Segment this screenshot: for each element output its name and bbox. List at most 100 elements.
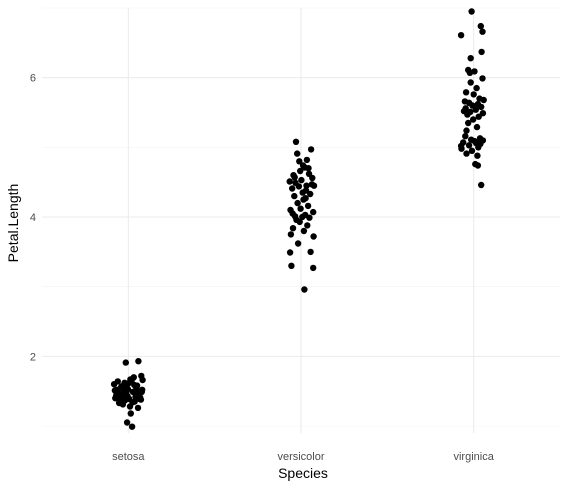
data-point [457, 32, 465, 39]
data-point [296, 158, 303, 165]
data-point [291, 213, 299, 220]
data-point [297, 205, 304, 212]
data-point [310, 264, 317, 272]
data-point [475, 113, 482, 120]
data-point [289, 225, 297, 232]
data-point [479, 110, 487, 117]
x-tick-label: versicolor [277, 451, 324, 463]
x-tick-label: setosa [112, 451, 145, 463]
data-point [131, 381, 138, 389]
data-point [286, 249, 294, 256]
data-point [118, 395, 125, 402]
data-point [134, 404, 142, 412]
data-point [292, 138, 300, 145]
data-point [138, 388, 145, 396]
data-point [472, 106, 479, 113]
data-point [299, 213, 306, 221]
data-point [474, 152, 481, 159]
data-point [462, 89, 470, 96]
data-point [288, 262, 295, 269]
data-point [307, 190, 314, 198]
data-point [291, 192, 298, 200]
data-point [463, 127, 470, 134]
data-point [303, 182, 310, 189]
data-point [467, 79, 474, 86]
data-point [468, 147, 476, 154]
x-axis-title: Species [278, 465, 328, 481]
data-point [301, 286, 308, 293]
data-point [124, 385, 132, 393]
data-point [115, 399, 123, 407]
data-point [127, 376, 134, 383]
data-point [308, 181, 316, 188]
data-point [123, 419, 131, 426]
data-point [135, 358, 142, 365]
data-point [291, 174, 298, 181]
data-point [286, 178, 293, 185]
data-point [128, 423, 136, 430]
data-point [479, 28, 486, 35]
data-point [480, 96, 487, 104]
data-point [467, 55, 474, 62]
data-point [474, 162, 482, 169]
data-point [305, 170, 313, 177]
y-tick-label: 2 [30, 351, 36, 363]
y-axis-title: Petal.Length [5, 184, 21, 263]
data-point [304, 222, 311, 229]
data-point [478, 103, 485, 111]
data-point [307, 146, 315, 153]
data-point [473, 123, 481, 131]
data-point [478, 48, 485, 56]
y-tick-label: 4 [30, 212, 36, 224]
data-point [298, 176, 305, 184]
data-point [289, 185, 296, 192]
data-point [303, 156, 311, 164]
data-point [300, 227, 308, 235]
data-point [475, 144, 482, 151]
data-point [287, 231, 295, 238]
data-point [294, 150, 301, 157]
data-point [477, 22, 484, 30]
data-point [299, 189, 306, 196]
data-point [310, 208, 317, 216]
data-point [296, 218, 303, 226]
data-point [294, 199, 301, 207]
x-axis-tick-labels: setosa versicolor virginica [112, 451, 495, 463]
data-point [122, 359, 129, 366]
data-point [114, 378, 122, 385]
data-point [136, 395, 143, 403]
data-point [297, 167, 304, 175]
data-point [458, 145, 465, 152]
data-point [310, 233, 317, 240]
data-points [110, 8, 487, 430]
data-point [462, 133, 469, 140]
data-point [460, 107, 468, 115]
data-point [478, 181, 485, 189]
data-point [129, 399, 136, 406]
data-point [466, 69, 474, 77]
data-point [470, 116, 477, 123]
data-point [304, 202, 312, 210]
data-point [127, 410, 134, 417]
data-point [473, 84, 480, 92]
data-point [132, 390, 140, 398]
data-point [465, 142, 473, 149]
data-point [306, 214, 313, 221]
data-point [302, 195, 309, 202]
y-tick-label: 6 [30, 73, 36, 85]
data-point [111, 387, 119, 394]
data-point [138, 372, 145, 380]
data-point [463, 150, 470, 157]
data-point [301, 164, 308, 171]
x-tick-label: virginica [453, 451, 494, 463]
data-point [468, 8, 475, 15]
data-point [307, 248, 314, 256]
data-point [465, 119, 472, 127]
data-point [479, 75, 486, 82]
data-point [294, 240, 302, 247]
data-point [470, 91, 477, 98]
y-axis-tick-labels: 2 4 6 [30, 73, 36, 364]
data-point [295, 183, 303, 190]
